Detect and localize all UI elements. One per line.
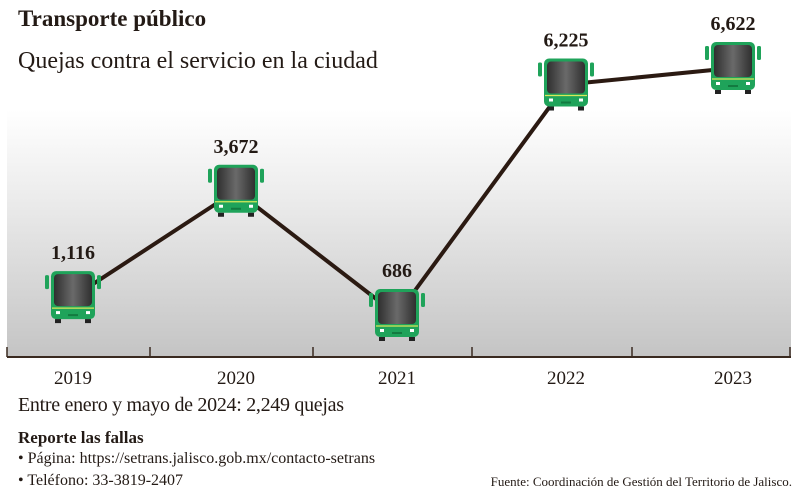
report-heading: Reporte las fallas [18, 428, 144, 447]
bus-icon [705, 42, 761, 94]
bus-icon [208, 164, 264, 217]
bus-icon [45, 271, 101, 324]
bus-icon [369, 289, 425, 341]
source-note: Fuente: Coordinación de Gestión del Terr… [490, 474, 792, 489]
note-2024: Entre enero y mayo de 2024: 2,249 quejas [18, 394, 344, 416]
data-label: 6,622 [711, 13, 756, 35]
bus-icon [538, 58, 594, 111]
data-label: 686 [382, 260, 412, 282]
chart-subtitle: Quejas contra el servicio en la ciudad [18, 48, 378, 74]
data-label: 6,225 [544, 30, 589, 52]
x-tick-label: 2023 [714, 368, 752, 389]
x-tick-label: 2020 [217, 368, 255, 389]
report-web-item: • Página: https://setrans.jalisco.gob.mx… [18, 450, 376, 467]
x-tick-label: 2019 [54, 368, 92, 389]
x-tick-label: 2021 [378, 368, 416, 389]
data-label: 3,672 [214, 136, 259, 158]
x-axis: 2019 2020 2021 2022 2023 [6, 347, 791, 389]
x-tick-label: 2022 [547, 368, 585, 389]
chart-title: Transporte público [18, 6, 207, 31]
data-label: 1,116 [51, 242, 95, 264]
report-phone-item: • Teléfono: 33-3819-2407 [18, 472, 184, 489]
